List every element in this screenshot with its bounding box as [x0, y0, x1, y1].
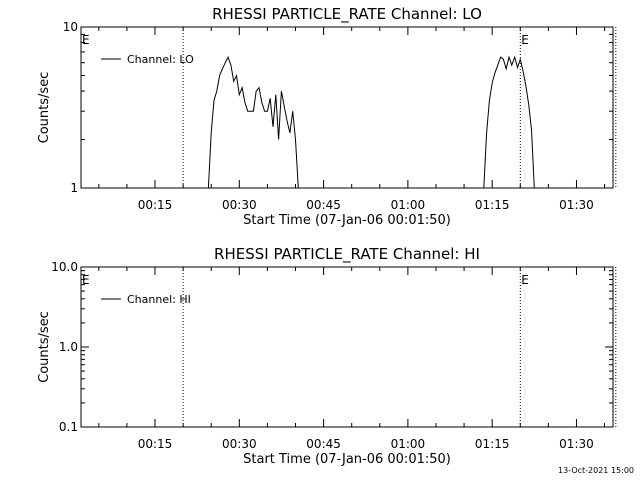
hi-x-tick-label: 01:15	[475, 437, 510, 451]
lo-event-label: E	[521, 33, 529, 47]
hi-y-tick-label: 0.1	[59, 420, 78, 434]
timestamp: 13-Oct-2021 15:00	[558, 466, 634, 475]
lo-event-label: E	[82, 33, 90, 47]
hi-chart-title: RHESSI PARTICLE_RATE Channel: HI	[214, 245, 480, 264]
lo-y-axis-label: Counts/sec	[37, 72, 52, 144]
hi-x-tick-label: 01:30	[559, 437, 594, 451]
hi-event-label: E	[82, 273, 90, 287]
hi-x-tick-label: 01:00	[391, 437, 426, 451]
hi-event-label: E	[521, 273, 529, 287]
hi-x-axis-label: Start Time (07-Jan-06 00:01:50)	[243, 452, 451, 467]
lo-series-line	[207, 55, 299, 189]
lo-x-tick-label: 00:45	[306, 198, 341, 212]
hi-y-tick-label: 1.0	[59, 340, 78, 354]
lo-x-tick-label: 01:15	[475, 198, 510, 212]
lo-plot-frame	[80, 26, 614, 189]
hi-y-tick-label: 10.0	[51, 260, 78, 274]
lo-legend-label: Channel: LO	[127, 53, 194, 66]
hi-x-tick-label: 00:30	[222, 437, 257, 451]
lo-x-axis-label: Start Time (07-Jan-06 00:01:50)	[243, 213, 451, 228]
lo-chart-title: RHESSI PARTICLE_RATE Channel: LO	[212, 5, 482, 24]
hi-x-tick-label: 00:45	[306, 437, 341, 451]
hi-plot-frame	[80, 266, 614, 428]
lo-x-tick-label: 01:30	[559, 198, 594, 212]
hi-x-tick-label: 00:15	[138, 437, 173, 451]
hi-y-axis-label: Counts/sec	[37, 311, 52, 383]
lo-x-tick-label: 00:30	[222, 198, 257, 212]
hi-legend-label: Channel: HI	[127, 293, 191, 306]
lo-series-line	[483, 55, 535, 189]
lo-x-tick-label: 01:00	[391, 198, 426, 212]
lo-x-tick-label: 00:15	[138, 198, 173, 212]
lo-y-tick-label: 10	[63, 20, 78, 34]
lo-y-tick-label: 1	[70, 181, 78, 195]
